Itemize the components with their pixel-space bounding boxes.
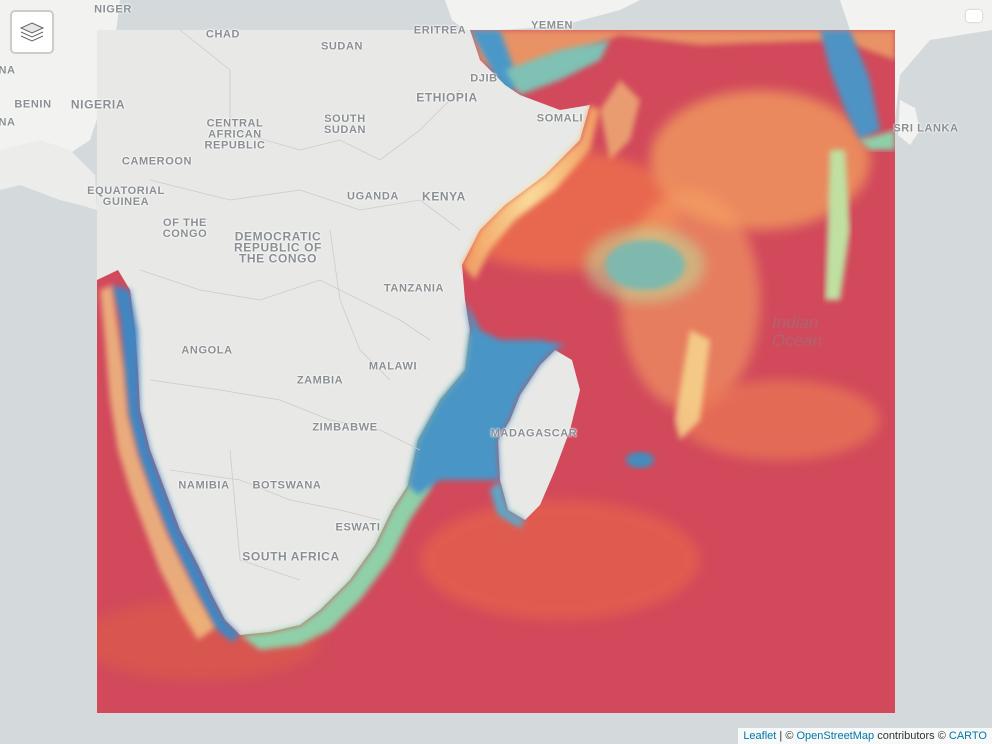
label-yemen: YEMEN <box>530 19 574 32</box>
layers-control-button[interactable] <box>10 10 54 54</box>
label-drc: DEMOCRATIC REPUBLIC OF THE CONGO <box>234 229 322 266</box>
land-guinea-coast <box>0 140 97 210</box>
label-zimbabwe: ZIMBABWE <box>312 421 378 434</box>
land-africa <box>97 30 590 635</box>
label-eswatini: ESWATI <box>335 521 381 534</box>
label-sudan: SUDAN <box>320 40 364 53</box>
label-central-african-republic: CENTRAL AFRICAN REPUBLIC <box>204 117 266 152</box>
corner-control[interactable] <box>966 10 982 22</box>
label-south-africa: SOUTH AFRICA <box>242 549 340 564</box>
label-chad: CHAD <box>205 28 241 41</box>
attribution-separator: | © <box>776 730 797 742</box>
leaflet-link[interactable]: Leaflet <box>743 730 777 742</box>
land-north <box>0 0 640 34</box>
label-sri-lanka: SRI LANKA <box>893 122 959 135</box>
label-tanzania: TANZANIA <box>383 282 445 295</box>
label-kenya: KENYA <box>422 189 466 204</box>
label-benin: BENIN <box>14 98 52 111</box>
label-eritrea: ERITREA <box>413 24 467 37</box>
attribution-contributors: contributors © <box>874 730 949 742</box>
label-zambia: ZAMBIA <box>296 374 344 387</box>
label-angola: ANGOLA <box>181 344 233 357</box>
land-sri-lanka <box>898 100 920 145</box>
label-botswana: BOTSWANA <box>252 479 322 492</box>
label-cameroon: CAMEROON <box>121 155 193 168</box>
label-indian-ocean: Indian Ocean <box>772 313 823 350</box>
label-namibia: NAMIBIA <box>178 479 230 492</box>
label-republic-of-the-congo: OF THE CONGO <box>162 217 208 240</box>
label-edge-na-top: NA <box>0 64 16 77</box>
label-niger: NIGER <box>94 3 132 16</box>
label-equatorial-guinea: EQUATORIAL GUINEA <box>87 185 165 208</box>
carto-link[interactable]: CARTO <box>948 730 987 742</box>
label-uganda: UGANDA <box>347 190 399 203</box>
label-djibouti: DJIB <box>470 72 498 85</box>
layers-icon <box>19 22 45 42</box>
label-ethiopia: ETHIOPIA <box>416 90 478 105</box>
openstreetmap-link[interactable]: OpenStreetMap <box>796 730 875 742</box>
country-borders <box>139 29 461 581</box>
label-madagascar: MADAGASCAR <box>490 427 578 440</box>
label-malawi: MALAWI <box>368 360 418 373</box>
label-south-sudan: SOUTH SUDAN <box>323 113 367 136</box>
label-nigeria: NIGERIA <box>70 97 126 112</box>
land-madagascar <box>498 350 580 520</box>
sst-raster <box>97 30 895 713</box>
map-attribution: Leaflet | © OpenStreetMap contributors ©… <box>738 728 992 744</box>
label-somalia: SOMALI <box>536 112 584 125</box>
label-edge-na-bottom: NA <box>0 116 16 129</box>
